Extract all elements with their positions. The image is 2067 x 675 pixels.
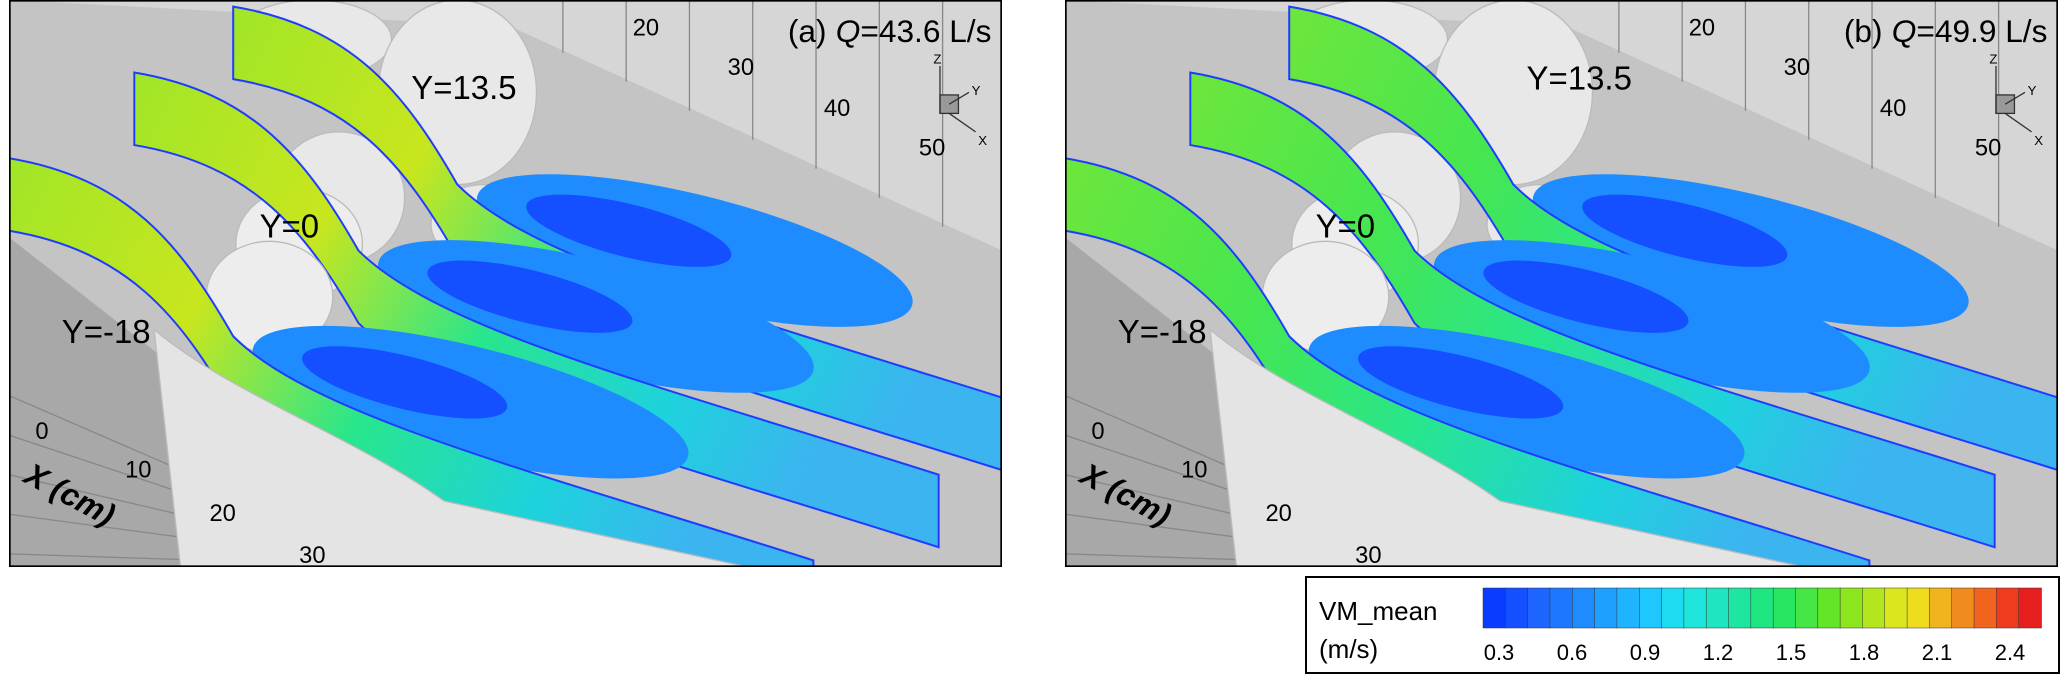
panel-label: (a) [788,13,827,49]
back-tick-label: 50 [919,136,945,162]
color-level [1973,587,1998,629]
color-level [1929,587,1953,629]
low-velocity-core [1358,346,1564,419]
color-level [1482,587,1507,629]
color-level [1505,587,1529,629]
triad-label: X [2034,133,2043,148]
color-level [1683,587,1707,629]
colorbar-tick: 1.2 [1703,640,1734,665]
color-level [1549,587,1574,629]
back-tick-label: 30 [1784,55,1810,81]
color-level [1705,587,1730,629]
color-level [1527,587,1551,629]
back-tick-label: 40 [1880,96,1906,122]
plane-label: Y=-18 [62,313,151,350]
low-velocity-core [526,194,732,267]
back-tick-label: 40 [824,96,850,122]
color-level [1772,587,1797,629]
x-tick-label: 30 [1355,543,1381,567]
color-level [1661,587,1685,629]
low-velocity-core [1483,260,1689,333]
colorbar-tick: 2.4 [1995,640,2026,665]
x-tick-label: 20 [1265,501,1291,527]
colorbar-tick: 0.6 [1557,640,1588,665]
panel-border [1065,0,2058,567]
triad-label: X [978,133,987,148]
low-velocity-core [1582,194,1788,267]
back-tick-label: 30 [728,55,754,81]
colorbar-tick: 1.5 [1776,640,1807,665]
colorbar-tick: 0.3 [1484,640,1515,665]
plane-label: Y=0 [1316,207,1376,244]
x-tick-label: 30 [299,543,325,567]
panel-border [9,0,1002,567]
low-velocity-core [302,346,508,419]
flow-rate: =43.6 L/s [860,13,991,49]
panel-title: (b) Q=49.9 L/s [1844,13,2047,49]
back-tick-label: 20 [633,16,659,42]
flow-rate: =49.9 L/s [1916,13,2047,49]
plane-label: Y=13.5 [411,69,516,106]
colorbar-unit: (m/s) [1319,634,1378,664]
color-level [1839,587,1864,629]
panel-b: (b) Q=49.9 L/sY=13.5Y=0Y=-18X (cm)0102030… [1065,0,2058,567]
plane-label: Y=-18 [1118,313,1207,350]
color-level [1572,587,1596,629]
color-level [1862,587,1886,629]
x-tick-label: 0 [1091,419,1104,445]
velocity-plane [1288,5,2058,472]
color-level [1594,587,1618,629]
velocity-plane [232,5,1002,472]
triad-x [2004,112,2032,133]
triad-label: Z [1989,51,1997,66]
colorbar-tick: 2.1 [1922,640,1953,665]
triad-label: Y [972,83,981,98]
panel-title: (a) Q=43.6 L/s [788,13,991,49]
color-level [1951,587,1975,629]
color-level [1638,587,1663,629]
back-wall [1065,0,2058,251]
x-tick-label: 10 [125,457,151,483]
low-velocity-core [427,260,633,333]
bed-rocks [1209,328,1804,567]
triad-y [2004,91,2026,105]
panel-a: (a) Q=43.6 L/sY=13.5Y=0Y=-18X (cm)0102030… [9,0,1002,567]
colorbar-tick: 0.9 [1630,640,1661,665]
triad-label: Z [933,51,941,66]
color-level [1795,587,1819,629]
x-tick-label: 20 [209,501,235,527]
x-tick-label: 0 [35,419,48,445]
colorbar: VM_mean (m/s) 0.3 0.6 0.9 1.2 1.5 1.8 2.1 2.4 [1305,576,2060,674]
back-tick-label: 50 [1975,136,2001,162]
panel-label: (b) [1844,13,1883,49]
plane-label: Y=0 [260,207,320,244]
triad-label: Y [2028,83,2037,98]
color-level [2018,587,2042,629]
x-tick-label: 10 [1181,457,1207,483]
flow-symbol: Q [836,13,861,49]
color-level [1750,587,1774,629]
back-wall [9,0,1002,251]
colorbar-tick: 1.8 [1849,640,1880,665]
color-level [1817,587,1841,629]
colorbar-title: VM_mean [1319,596,1438,626]
bed-rocks [153,328,748,567]
back-tick-label: 20 [1689,16,1715,42]
color-level [1616,587,1640,629]
color-level [1728,587,1752,629]
color-level [1884,587,1908,629]
plane-label: Y=13.5 [1527,60,1632,97]
triad-x [948,112,976,133]
color-level [1906,587,1931,629]
color-level [1996,587,2020,629]
flow-symbol: Q [1892,13,1917,49]
triad-y [948,91,970,105]
